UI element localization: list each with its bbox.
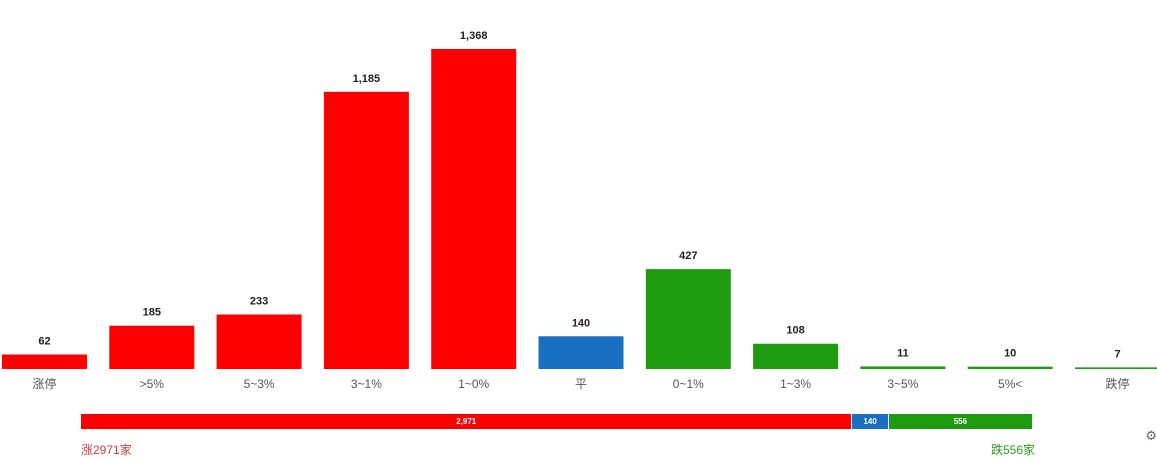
category-label: >5% [140,377,165,391]
summary-segment-flat: 140 [851,414,888,429]
bar-value-label: 1,185 [353,73,381,85]
bar-value-label: 233 [250,295,268,307]
category-label: 1~0% [458,377,489,391]
bar-value-label: 11 [897,347,909,359]
bar-value-label: 7 [1114,348,1120,360]
bar-value-label: 140 [572,317,590,329]
category-label: 5~3% [244,377,275,391]
fall-count-text: 跌556家 [990,443,1035,457]
bar-value-label: 427 [679,250,697,262]
category-label: 3~1% [351,377,382,391]
category-label: 跌停 [1105,376,1129,391]
summary-segment-fall: 556 [887,414,1032,429]
bar [860,366,946,369]
bar [323,91,409,370]
bar-chart: 62 涨停 185 >5% 233 5~3% 1,185 3~1% 1,368 1~0% 140 平 4… [2,30,1157,391]
bar [645,269,731,369]
rise-count-text: 涨2971家 [81,443,132,457]
bar-value-label: 185 [143,307,161,319]
category-label: 平 [575,377,587,391]
settings-icon[interactable]: ⚙ [1145,428,1157,443]
bar [431,49,517,369]
bar-value-label: 10 [1004,348,1016,360]
bar [2,354,87,369]
rise-flat-fall-summary-bar: 2,971 140 556 [81,414,1032,429]
summary-segment-rise: 2,971 [81,414,852,429]
bar [967,366,1053,369]
bar-value-label: 108 [786,325,804,337]
bar [1075,367,1157,369]
bar [753,343,839,369]
bar [109,325,195,369]
bar [216,314,302,369]
bar-value-label: 62 [38,335,50,347]
category-label: 5%< [998,377,1022,391]
bar [538,336,624,369]
category-label: 1~3% [780,377,811,391]
category-label: 0~1% [673,377,704,391]
category-label: 3~5% [887,377,918,391]
bar-value-label: 1,368 [460,30,488,42]
category-label: 涨停 [32,376,56,391]
